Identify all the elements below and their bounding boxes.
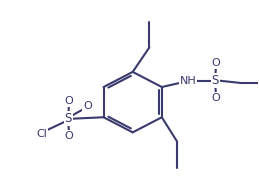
Text: O: O — [64, 96, 73, 106]
Text: O: O — [83, 101, 92, 111]
Text: S: S — [212, 74, 219, 87]
Text: O: O — [64, 131, 73, 141]
Text: Cl: Cl — [37, 129, 47, 139]
Text: O: O — [212, 93, 220, 103]
Text: S: S — [65, 112, 72, 125]
Text: O: O — [212, 58, 220, 68]
Text: NH: NH — [180, 76, 197, 86]
